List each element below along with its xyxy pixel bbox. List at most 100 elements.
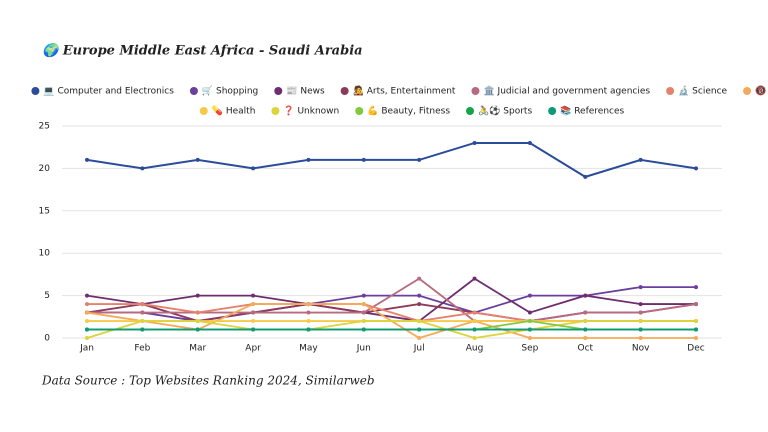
legend-label: 💊 Health: [212, 105, 256, 117]
data-point: [85, 336, 89, 340]
data-point: [694, 336, 698, 340]
legend-marker: [471, 87, 480, 95]
data-point: [472, 336, 477, 340]
data-point: [472, 319, 477, 324]
data-point: [140, 166, 145, 171]
data-point: [417, 319, 422, 324]
x-tick-label: Sep: [521, 344, 538, 354]
x-tick-label: Mar: [189, 344, 206, 354]
data-point: [251, 319, 256, 324]
y-tick-label: 5: [44, 291, 50, 301]
y-tick-label: 20: [39, 164, 51, 174]
data-point: [251, 302, 256, 307]
legend-label: 🧑‍🎤 Arts, Entertainment: [353, 85, 456, 97]
data-point: [140, 319, 145, 324]
data-point: [140, 302, 145, 307]
legend-marker: [548, 107, 557, 115]
data-point: [527, 140, 532, 145]
data-point: [306, 157, 311, 162]
legend-marker: [355, 107, 364, 115]
x-tick-label: Oct: [577, 344, 593, 354]
data-point: [417, 157, 422, 162]
data-point: [361, 327, 366, 332]
x-tick-label: Jan: [79, 344, 94, 354]
legend-label: ❓ Unknown: [283, 105, 339, 117]
data-point: [306, 310, 311, 315]
legend-marker: [274, 87, 283, 95]
data-point: [638, 157, 643, 162]
x-tick-label: May: [299, 344, 318, 354]
data-point: [140, 327, 145, 332]
data-point: [251, 293, 256, 298]
data-point: [583, 336, 588, 340]
data-point: [638, 310, 643, 315]
data-point: [85, 327, 89, 332]
legend-marker: [189, 87, 198, 95]
legend-row: 💊 Health ❓ Unknown 💪 Beauty, Fitness 🚴⚽ Spo…: [199, 105, 625, 117]
legend-label: 📰 News: [286, 86, 325, 97]
data-point: [472, 276, 477, 281]
y-tick-label: 10: [39, 249, 51, 259]
data-point: [251, 310, 256, 315]
data-point: [694, 285, 698, 290]
legend-label: 🔬 Science: [678, 85, 727, 97]
data-point: [527, 319, 532, 324]
data-point: [85, 157, 89, 162]
data-point: [472, 310, 477, 315]
legend-marker: [666, 87, 675, 95]
x-tick-label: Dec: [687, 344, 704, 354]
y-tick-label: 15: [39, 206, 50, 216]
data-point: [361, 302, 366, 307]
data-point: [527, 310, 532, 315]
data-point: [472, 327, 477, 332]
data-point: [417, 302, 422, 307]
legend-row: 💻 Computer and Electronics 🛒 Shopping 📰 Ne…: [31, 85, 768, 97]
legend-marker: [466, 107, 475, 115]
series-line: [86, 141, 697, 178]
legend-label: 🚴⚽ Sports: [478, 105, 532, 117]
series-line: [87, 277, 697, 322]
legend-label: 🏛️ Judicial and government agencies: [483, 85, 650, 97]
data-point: [195, 310, 200, 315]
data-point: [694, 302, 698, 307]
legend-label: 📚 References: [560, 106, 624, 117]
data-point: [85, 293, 89, 298]
legend-marker: [340, 87, 349, 95]
data-point: [306, 302, 311, 307]
legend-marker: [199, 107, 208, 115]
data-point: [638, 319, 643, 324]
data-point: [85, 319, 89, 324]
data-point: [195, 293, 200, 298]
legend-marker: [271, 107, 280, 115]
data-point: [251, 327, 256, 332]
data-point: [638, 336, 643, 340]
series-line: [87, 320, 696, 331]
data-point: [638, 327, 643, 332]
x-tick-label: Jul: [413, 344, 425, 354]
data-point: [527, 327, 532, 332]
x-tick-label: Aug: [466, 344, 484, 354]
x-tick-label: Nov: [632, 344, 650, 354]
data-point: [306, 327, 311, 332]
legend-marker: [31, 87, 40, 95]
data-point: [361, 157, 366, 162]
data-point: [417, 327, 422, 332]
data-point: [195, 327, 200, 332]
y-tick-label: 25: [39, 122, 50, 132]
data-point: [251, 166, 256, 171]
data-point: [140, 310, 145, 315]
data-point: [361, 293, 366, 298]
x-tick-label: Apr: [245, 344, 261, 354]
x-tick-label: Feb: [134, 344, 150, 354]
data-point: [417, 293, 422, 298]
data-point: [583, 310, 588, 315]
legend-label: 🛒 Shopping: [202, 85, 258, 97]
data-point: [694, 166, 698, 171]
data-point: [583, 319, 588, 324]
source-note: Data Source : Top Websites Ranking 2024,…: [41, 374, 375, 388]
data-point: [306, 319, 311, 324]
data-point: [361, 310, 366, 315]
data-point: [85, 302, 89, 307]
data-point: [694, 327, 698, 332]
